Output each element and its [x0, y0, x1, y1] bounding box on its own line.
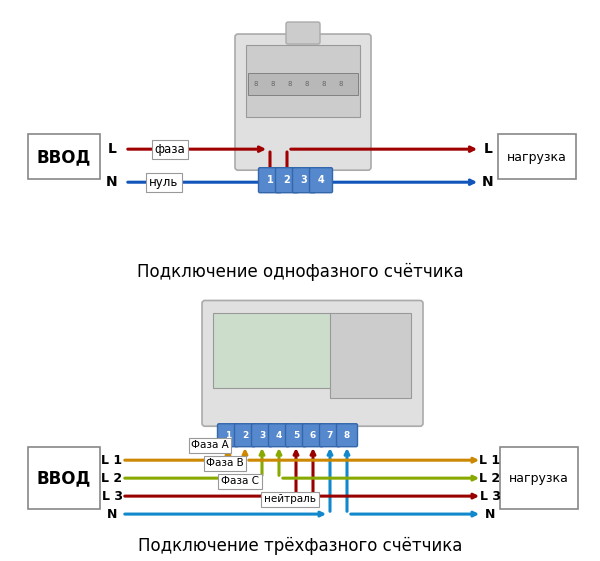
Text: 8: 8 [254, 81, 258, 87]
Text: нейтраль: нейтраль [264, 494, 316, 504]
Text: 8: 8 [322, 81, 326, 87]
Text: нагрузка: нагрузка [507, 151, 567, 164]
FancyBboxPatch shape [218, 424, 239, 447]
Text: Фаза А: Фаза А [191, 440, 229, 450]
FancyBboxPatch shape [259, 168, 281, 193]
FancyBboxPatch shape [310, 168, 332, 193]
Text: Фаза С: Фаза С [221, 476, 259, 486]
FancyBboxPatch shape [500, 447, 578, 509]
Text: нагрузка: нагрузка [509, 472, 569, 485]
Text: 3: 3 [301, 175, 307, 185]
Text: нуль: нуль [149, 176, 179, 188]
FancyBboxPatch shape [213, 314, 331, 388]
Text: L 1: L 1 [101, 454, 122, 467]
Text: L: L [484, 142, 493, 156]
Text: 8: 8 [288, 81, 292, 87]
Text: 2: 2 [284, 175, 290, 185]
Text: 2: 2 [242, 431, 248, 440]
Text: N: N [106, 175, 118, 189]
Text: N: N [482, 175, 494, 189]
FancyBboxPatch shape [302, 424, 323, 447]
FancyBboxPatch shape [286, 424, 307, 447]
FancyBboxPatch shape [293, 168, 316, 193]
Text: N: N [485, 508, 495, 521]
Text: L 3: L 3 [479, 490, 500, 503]
Text: Подключение однофазного счётчика: Подключение однофазного счётчика [137, 263, 463, 281]
Text: ВВОД: ВВОД [37, 469, 91, 487]
FancyBboxPatch shape [320, 424, 341, 447]
FancyBboxPatch shape [28, 447, 100, 509]
Text: 8: 8 [305, 81, 309, 87]
FancyBboxPatch shape [498, 134, 576, 179]
Text: 1: 1 [266, 175, 274, 185]
FancyBboxPatch shape [330, 314, 412, 398]
Text: L 2: L 2 [101, 472, 122, 485]
Text: ВВОД: ВВОД [37, 148, 91, 166]
FancyBboxPatch shape [275, 168, 299, 193]
FancyBboxPatch shape [251, 424, 272, 447]
Text: 8: 8 [339, 81, 343, 87]
Text: 4: 4 [317, 175, 325, 185]
FancyBboxPatch shape [246, 45, 360, 117]
Text: 7: 7 [327, 431, 333, 440]
Text: L 3: L 3 [101, 490, 122, 503]
FancyBboxPatch shape [248, 73, 358, 95]
Text: L: L [107, 142, 116, 156]
Text: 4: 4 [276, 431, 282, 440]
FancyBboxPatch shape [235, 424, 256, 447]
Text: 6: 6 [310, 431, 316, 440]
FancyBboxPatch shape [269, 424, 290, 447]
Text: 3: 3 [259, 431, 265, 440]
FancyBboxPatch shape [337, 424, 358, 447]
Text: фаза: фаза [155, 142, 185, 155]
FancyBboxPatch shape [235, 34, 371, 170]
Text: 8: 8 [344, 431, 350, 440]
FancyBboxPatch shape [286, 22, 320, 44]
Text: L 1: L 1 [479, 454, 500, 467]
Text: 8: 8 [271, 81, 275, 87]
Text: 5: 5 [293, 431, 299, 440]
FancyBboxPatch shape [28, 134, 100, 179]
Text: N: N [107, 508, 117, 521]
FancyBboxPatch shape [202, 301, 423, 426]
Text: 1: 1 [225, 431, 231, 440]
Text: L 2: L 2 [479, 472, 500, 485]
Text: Фаза В: Фаза В [206, 458, 244, 468]
Text: Подключение трёхфазного счётчика: Подключение трёхфазного счётчика [138, 537, 462, 555]
